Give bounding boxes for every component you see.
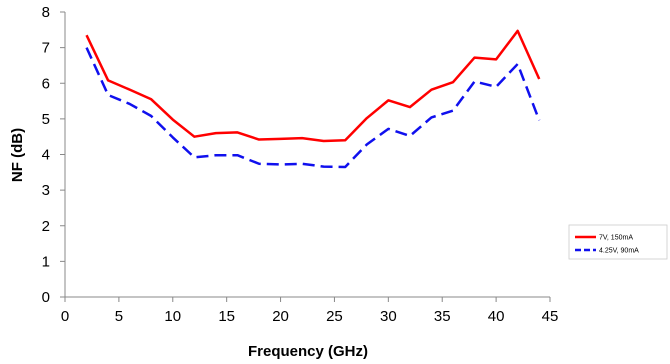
y-tick-label: 0 [42,289,50,306]
x-ticks: 0 5 10 15 20 25 30 35 40 45 [61,297,559,325]
legend: 7V, 150mA 4.25V, 90mA [568,224,668,260]
legend-label-1: 7V, 150mA [599,235,633,242]
series-layer [85,29,541,169]
x-tick-label: 35 [434,308,451,325]
y-tick-label: 7 [42,40,50,57]
y-axis-title: NF (dB) [9,128,26,182]
x-tick-label: 5 [115,308,123,325]
series-line-2 [85,47,541,169]
y-tick-label: 1 [42,253,50,270]
y-tick-label: 2 [42,218,50,235]
x-tick-label: 45 [542,308,559,325]
x-tick-label: 10 [164,308,181,325]
x-tick-label: 25 [326,308,343,325]
y-ticks: 0 1 2 3 4 5 6 7 8 [42,4,65,306]
y-tick-label: 8 [42,4,50,21]
y-tick-label: 6 [42,75,50,92]
x-tick-label: 30 [380,308,397,325]
x-tick-label: 0 [61,308,69,325]
x-tick-label: 40 [488,308,505,325]
legend-label-2: 4.25V, 90mA [599,248,639,255]
legend-box [568,224,668,260]
x-tick-label: 20 [272,308,289,325]
x-tick-label: 15 [218,308,235,325]
y-tick-label: 4 [42,147,50,164]
x-axis-title: Frequency (GHz) [248,343,368,360]
series-line-1 [85,29,541,143]
y-tick-label: 5 [42,111,50,128]
y-tick-label: 3 [42,182,50,199]
